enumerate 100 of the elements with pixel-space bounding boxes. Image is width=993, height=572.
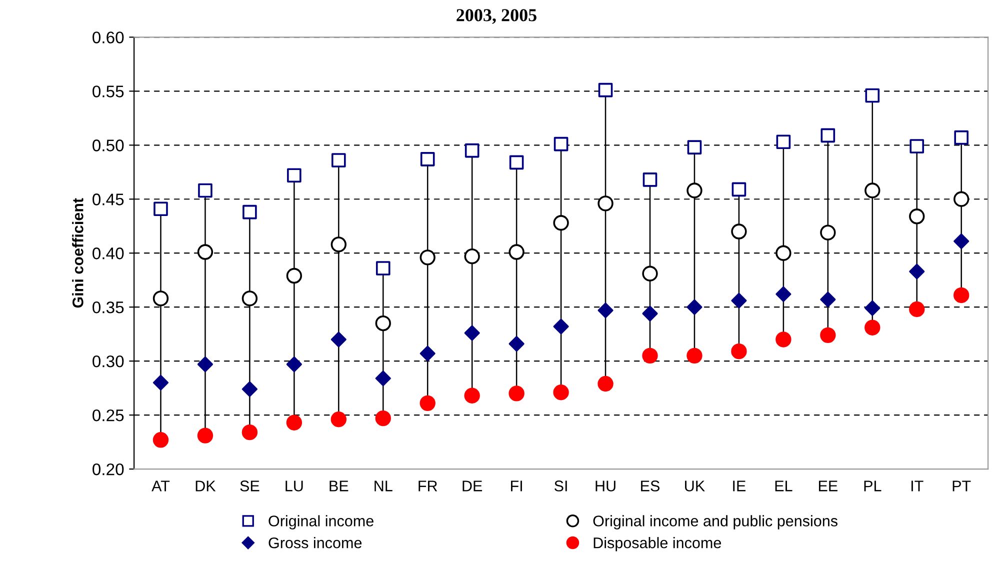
- point: [687, 140, 702, 154]
- point: [864, 300, 880, 316]
- legend-label: Original income and public pensions: [593, 515, 838, 530]
- point: [197, 244, 214, 260]
- point: [375, 370, 391, 386]
- x-tick-label: HU: [596, 480, 616, 492]
- point: [242, 424, 258, 440]
- point: [776, 134, 791, 150]
- x-tick-label: ES: [641, 480, 660, 492]
- point: [954, 287, 970, 304]
- legend-label: Disposable income: [594, 537, 721, 552]
- point: [508, 386, 524, 402]
- point: [776, 245, 792, 261]
- point: [464, 143, 480, 158]
- point: [464, 325, 480, 341]
- point: [287, 168, 302, 183]
- point: [154, 202, 168, 216]
- y-tick-label: 0.35: [92, 301, 124, 314]
- point: [152, 374, 169, 390]
- point: [820, 128, 836, 143]
- y-tick-label: 0.30: [92, 355, 124, 368]
- legend-label: Gross income: [268, 537, 362, 548]
- point: [464, 248, 480, 264]
- x-tick-label: LU: [286, 480, 303, 492]
- x-tick-label: FR: [418, 480, 438, 492]
- point: [865, 88, 880, 103]
- point: [732, 182, 746, 197]
- y-tick-label: 0.40: [92, 248, 124, 260]
- chart-title: 2003, 2005: [456, 9, 536, 24]
- point: [731, 292, 747, 308]
- x-tick-label: IT: [911, 480, 924, 492]
- point: [330, 236, 347, 252]
- point: [598, 302, 614, 318]
- point: [954, 130, 969, 145]
- point: [553, 318, 569, 334]
- point: [420, 395, 436, 412]
- point: [909, 264, 925, 280]
- point: [152, 432, 169, 448]
- point: [954, 191, 970, 207]
- point: [642, 172, 658, 187]
- point: [598, 376, 614, 392]
- x-tick-label: SE: [240, 480, 260, 492]
- point: [820, 224, 836, 240]
- point: [954, 233, 970, 250]
- point: [686, 348, 702, 364]
- point: [420, 152, 435, 166]
- point: [242, 381, 258, 397]
- point: [286, 414, 302, 430]
- point: [152, 290, 169, 306]
- point: [375, 315, 391, 332]
- y-tick-label: 0.20: [92, 463, 124, 476]
- point: [598, 82, 613, 98]
- point: [909, 208, 925, 224]
- x-tick-label: SI: [554, 480, 567, 492]
- point: [864, 320, 880, 336]
- point: [864, 182, 880, 198]
- point: [330, 332, 346, 348]
- point: [642, 306, 658, 322]
- point: [731, 344, 747, 360]
- x-tick-label: EL: [775, 480, 792, 492]
- x-tick-label: PL: [864, 480, 882, 492]
- point: [731, 224, 747, 240]
- y-tick-label: 0.50: [92, 140, 124, 152]
- point: [820, 327, 836, 344]
- x-tick-label: NL: [374, 480, 392, 492]
- x-tick-label: BE: [330, 480, 348, 492]
- point: [376, 261, 390, 276]
- point: [332, 153, 346, 168]
- x-tick-label: AT: [152, 480, 170, 492]
- point: [420, 346, 436, 362]
- point: [642, 348, 658, 364]
- point: [553, 215, 569, 231]
- y-tick-label: 0.45: [92, 194, 124, 206]
- point: [910, 139, 924, 154]
- point: [375, 410, 391, 426]
- x-tick-label: DE: [462, 480, 482, 492]
- x-tick-label: IE: [733, 480, 746, 492]
- point: [642, 266, 658, 282]
- point: [776, 286, 792, 302]
- point: [909, 301, 925, 318]
- y-tick-label: 0.60: [92, 32, 124, 44]
- point: [553, 384, 569, 400]
- point: [198, 183, 212, 198]
- point: [286, 356, 302, 372]
- point: [820, 292, 836, 308]
- point: [242, 204, 257, 220]
- point: [464, 388, 480, 404]
- x-tick-label: DK: [196, 480, 216, 492]
- point: [197, 428, 214, 444]
- point: [330, 412, 347, 428]
- point: [197, 356, 213, 372]
- point: [420, 250, 436, 266]
- point: [598, 196, 614, 212]
- point: [286, 268, 302, 284]
- x-tick-label: EE: [818, 480, 838, 492]
- point: [509, 155, 524, 170]
- x-tick-label: FI: [511, 480, 522, 492]
- point: [508, 336, 524, 352]
- point: [554, 136, 568, 152]
- legend-label: Original income: [268, 515, 374, 530]
